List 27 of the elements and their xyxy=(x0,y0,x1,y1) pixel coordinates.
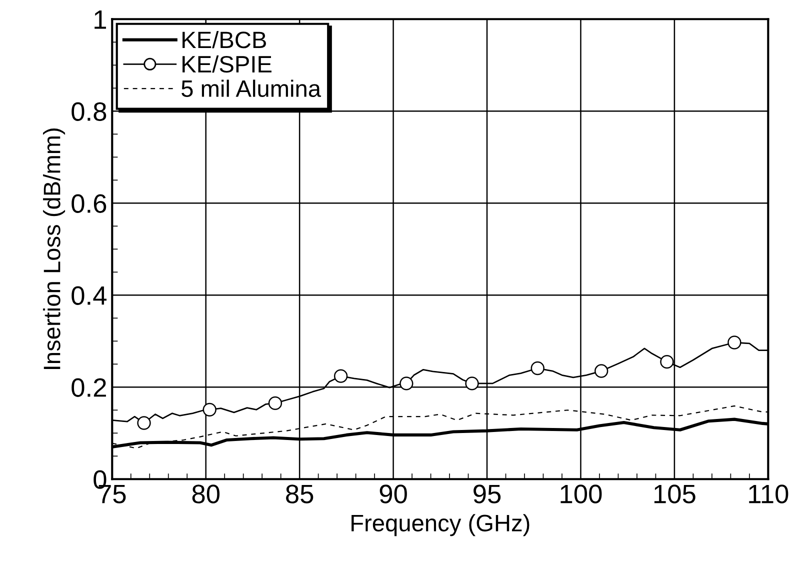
point xyxy=(660,354,674,369)
point xyxy=(530,361,544,376)
y-tick-label: 1 xyxy=(94,10,106,29)
x-tick-label: 95 xyxy=(474,484,501,504)
point xyxy=(202,402,216,416)
x-tick-label: 105 xyxy=(654,484,696,504)
legend-label: KE/BCB xyxy=(182,30,266,48)
x-tick-label: 80 xyxy=(192,484,220,504)
y-axis-title: Insertion Loss (dB/mm) xyxy=(43,128,66,369)
point xyxy=(137,416,151,430)
y-tick-label: 0.6 xyxy=(72,194,106,213)
y-tick-label: 0.4 xyxy=(72,286,107,305)
x-tick-label: 85 xyxy=(286,484,314,504)
point xyxy=(728,336,742,350)
point xyxy=(465,376,479,390)
x-axis-title: Frequency (GHz) xyxy=(352,514,530,536)
x-tick-label: 110 xyxy=(749,484,788,504)
legend-label: KE/SPIE xyxy=(182,55,272,73)
point xyxy=(594,364,608,378)
legend-label: 5 mil Alumina xyxy=(182,80,322,98)
x-tick-label: 100 xyxy=(560,484,602,504)
x-tick-label: 90 xyxy=(380,484,407,504)
y-tick-label: 0.8 xyxy=(72,102,106,121)
y-tick-label: 0.2 xyxy=(72,378,106,397)
point xyxy=(400,376,414,390)
point xyxy=(334,369,348,383)
point xyxy=(268,396,282,410)
